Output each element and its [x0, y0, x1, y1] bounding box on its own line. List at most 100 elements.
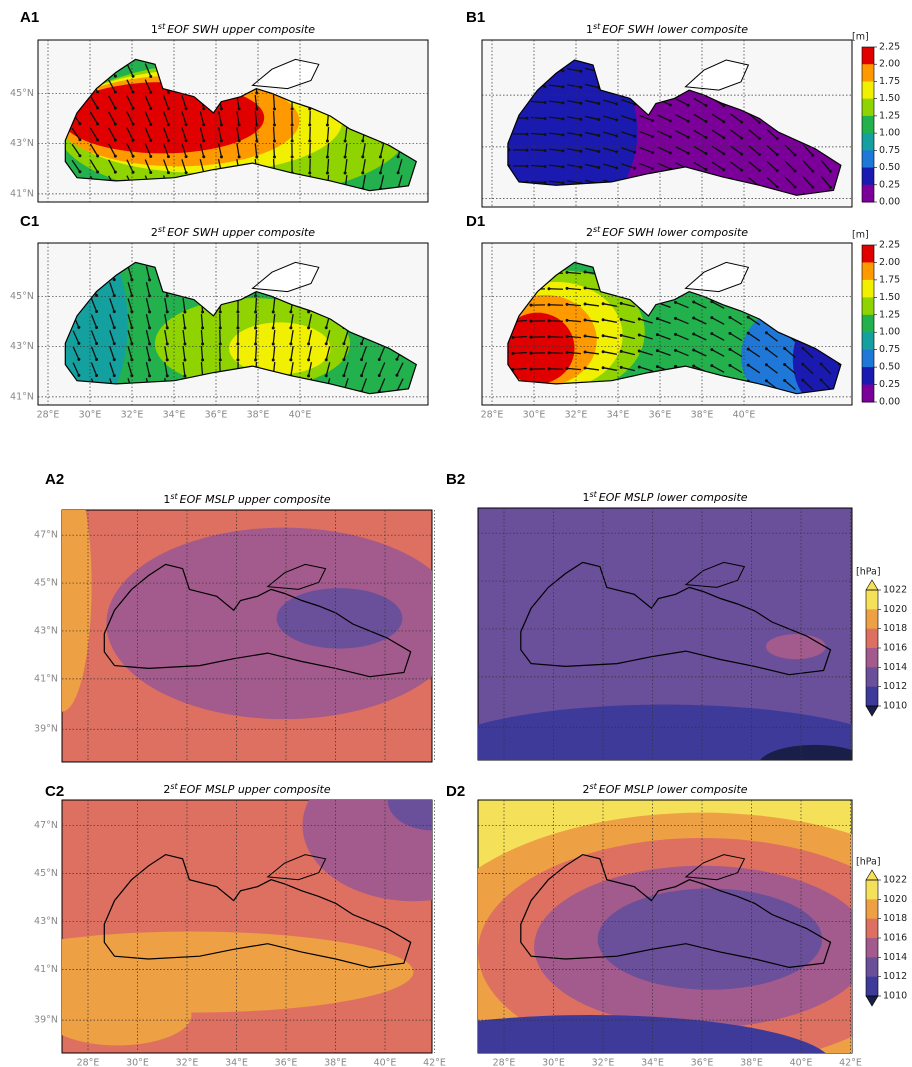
arrow-head — [184, 155, 188, 159]
arrow-head — [307, 342, 311, 346]
arrow-head — [619, 301, 623, 305]
wind-arrow — [693, 317, 707, 325]
wind-arrow — [584, 351, 600, 355]
wind-arrow — [290, 329, 294, 345]
wind-arrow — [199, 111, 205, 125]
arrow-head — [740, 152, 744, 156]
wind-arrow — [144, 111, 152, 125]
arrow-head — [202, 123, 206, 127]
colorbar-segment — [866, 918, 878, 939]
lon-label: 38°E — [691, 410, 714, 421]
arrow-head — [324, 326, 328, 330]
arrow-head — [183, 358, 187, 362]
wind-arrow — [89, 111, 99, 125]
wind-arrow — [530, 132, 546, 136]
arrow-head — [361, 155, 365, 159]
wind-arrow — [729, 113, 743, 123]
arrow-head — [619, 349, 623, 353]
arrow-head — [307, 326, 311, 330]
arrow-head — [237, 139, 241, 143]
panel-title: 2st EOF MSLP lower composite — [582, 782, 747, 797]
arrow-head — [96, 154, 100, 158]
arrow-head — [561, 85, 565, 89]
wind-arrow — [693, 301, 707, 309]
wind-arrow — [182, 329, 186, 345]
colorbar-segment — [866, 976, 878, 997]
wind-arrow — [325, 346, 331, 360]
colorbar-segment — [866, 938, 878, 958]
lon-label: 28°E — [481, 410, 504, 421]
arrow-head — [710, 364, 714, 368]
arrow-head — [342, 374, 346, 378]
arrow-head — [166, 107, 170, 111]
wind-arrow — [126, 95, 134, 109]
wind-arrow — [748, 113, 760, 123]
wind-arrow — [108, 79, 116, 93]
wind-arrow — [566, 84, 582, 88]
colorbar-tick-label: 1016 — [883, 933, 907, 944]
wind-arrow — [729, 364, 743, 374]
wind-arrow — [90, 346, 98, 360]
colorbar-frame — [861, 244, 875, 403]
arrow-head — [674, 348, 678, 352]
arrow-head — [236, 310, 240, 314]
wind-arrow — [621, 147, 635, 153]
colorbar-segment — [862, 279, 874, 298]
arrow-head — [254, 310, 258, 314]
title-superscript: st — [158, 22, 166, 31]
wind-arrow — [747, 348, 761, 358]
wind-arrow — [566, 271, 582, 275]
arrow-head — [811, 185, 815, 189]
map-panel — [481, 242, 853, 406]
arrow-head — [686, 119, 690, 123]
wind-arrow — [621, 302, 635, 308]
arrow-head — [148, 278, 152, 282]
lon-label: 28°E — [77, 1058, 100, 1067]
arrow-head — [561, 117, 565, 121]
arrow-head — [637, 349, 641, 353]
wind-arrow — [360, 378, 368, 392]
colorbar-segment — [866, 628, 878, 649]
arrow-head — [360, 358, 364, 362]
wind-arrow — [162, 95, 170, 109]
colorbar-tick-label: 1.00 — [879, 327, 900, 338]
arrow-head — [271, 358, 275, 362]
wind-arrow — [693, 145, 707, 155]
arrow-head — [704, 136, 708, 140]
wind-arrow — [802, 379, 814, 391]
arrow-head — [692, 364, 696, 368]
wind-arrow — [396, 378, 404, 392]
wind-arrow — [566, 351, 582, 355]
arrow-head — [184, 107, 188, 111]
wind-arrow — [272, 345, 276, 361]
lat-label: 43°N — [10, 341, 34, 352]
wind-arrow — [729, 145, 743, 155]
wind-arrow — [621, 334, 635, 340]
colorbar-unit: [hPa] — [856, 567, 881, 578]
colorbar-tick-label: 0.00 — [879, 197, 900, 208]
arrow-head — [674, 316, 678, 320]
arrow-head — [236, 358, 240, 362]
arrow-head — [255, 155, 259, 159]
arrow-head — [828, 169, 832, 173]
wind-arrow — [344, 126, 348, 142]
wind-arrow — [72, 330, 80, 344]
arrow-head — [165, 342, 169, 346]
arrow-head — [271, 326, 275, 330]
wind-arrow — [181, 111, 187, 125]
wind-arrow — [603, 147, 617, 153]
arrow-head — [290, 123, 294, 127]
wind-arrow — [199, 143, 205, 157]
arrow-head — [801, 378, 805, 382]
wind-arrow — [657, 318, 671, 324]
arrow-head — [201, 358, 205, 362]
wind-arrow — [566, 148, 582, 152]
arrow-head — [149, 138, 153, 142]
arrow-head — [547, 319, 551, 323]
wind-arrow — [162, 143, 170, 157]
arrow-head — [184, 171, 188, 175]
wind-arrow — [766, 332, 778, 342]
wind-arrow — [548, 164, 564, 168]
colorbar-tick-label: 0.75 — [879, 344, 900, 355]
coastline — [520, 853, 832, 969]
